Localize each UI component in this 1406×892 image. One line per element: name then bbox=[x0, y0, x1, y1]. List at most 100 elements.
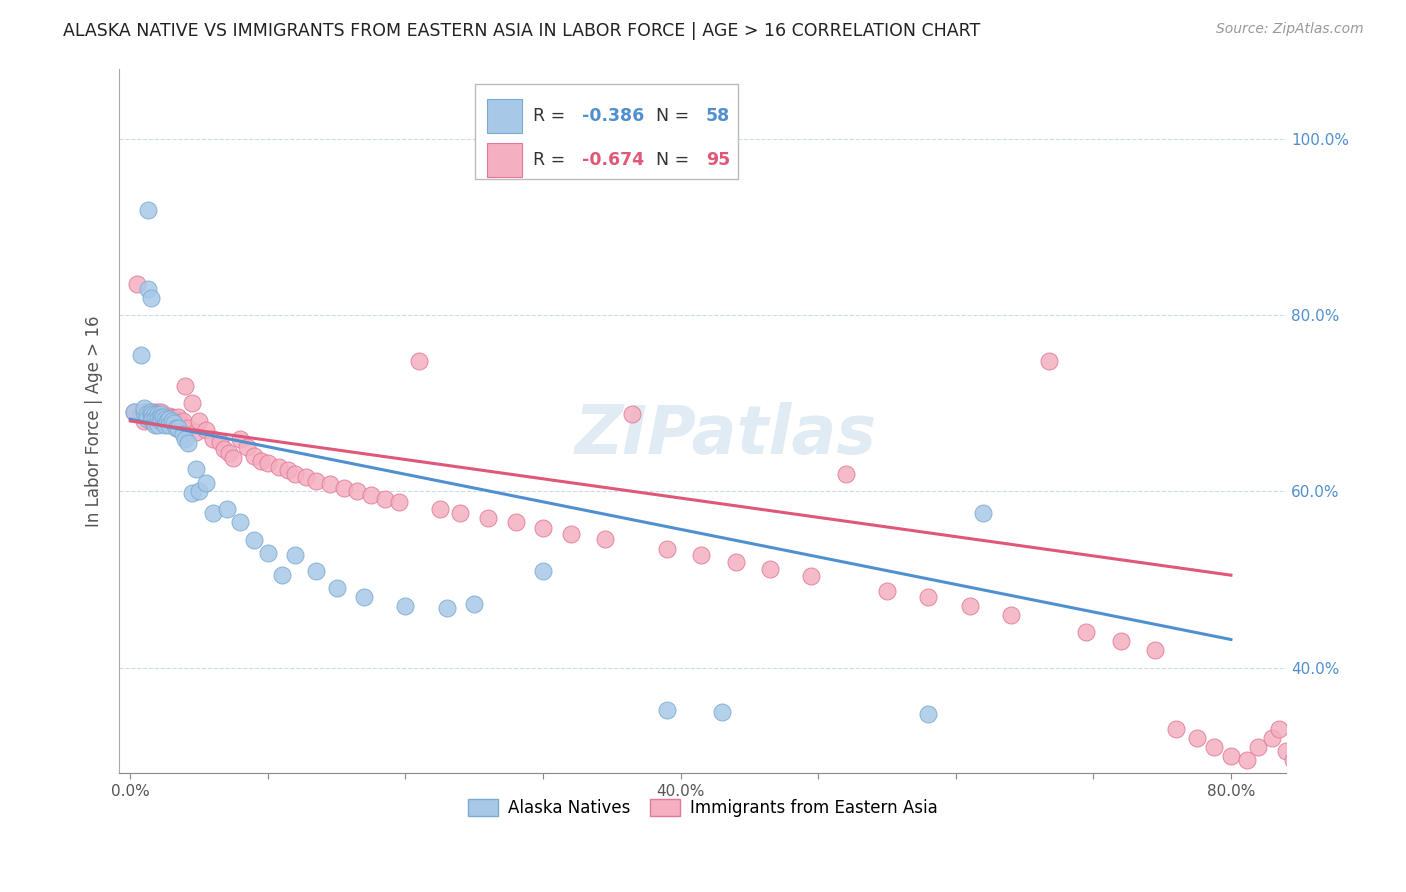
Point bbox=[143, 417, 166, 432]
FancyBboxPatch shape bbox=[486, 99, 522, 133]
Point bbox=[146, 414, 169, 428]
Point bbox=[531, 564, 554, 578]
Point bbox=[394, 599, 416, 613]
Point bbox=[188, 414, 211, 428]
Point bbox=[139, 407, 162, 421]
Point bbox=[141, 407, 163, 421]
Point bbox=[346, 484, 368, 499]
Point bbox=[1038, 354, 1060, 368]
Point bbox=[917, 706, 939, 721]
Point bbox=[135, 405, 157, 419]
Point bbox=[1282, 753, 1305, 767]
Legend: Alaska Natives, Immigrants from Eastern Asia: Alaska Natives, Immigrants from Eastern … bbox=[460, 790, 946, 825]
Point bbox=[149, 405, 172, 419]
Point bbox=[146, 417, 169, 432]
Point bbox=[212, 442, 235, 457]
Point bbox=[174, 378, 197, 392]
Point bbox=[690, 548, 713, 562]
Point bbox=[149, 409, 172, 423]
Point bbox=[194, 423, 217, 437]
Point bbox=[1236, 753, 1258, 767]
Point bbox=[408, 354, 430, 368]
Point bbox=[257, 546, 280, 560]
Point bbox=[156, 414, 179, 428]
Point bbox=[655, 703, 678, 717]
Point bbox=[136, 282, 159, 296]
Point bbox=[129, 407, 152, 421]
Point bbox=[136, 405, 159, 419]
Point bbox=[360, 488, 382, 502]
Point bbox=[172, 427, 194, 442]
Point bbox=[153, 412, 176, 426]
Point bbox=[560, 526, 582, 541]
Point bbox=[149, 407, 172, 421]
Point bbox=[172, 414, 194, 428]
Point bbox=[531, 521, 554, 535]
Point bbox=[1261, 731, 1284, 746]
Point bbox=[139, 405, 162, 419]
Text: N =: N = bbox=[657, 151, 695, 169]
Point bbox=[167, 409, 190, 424]
Point bbox=[153, 410, 176, 425]
Point bbox=[218, 446, 240, 460]
Point bbox=[1076, 625, 1098, 640]
Point bbox=[132, 409, 155, 423]
Text: Source: ZipAtlas.com: Source: ZipAtlas.com bbox=[1216, 22, 1364, 37]
Point bbox=[267, 459, 290, 474]
Point bbox=[139, 414, 162, 428]
Point bbox=[139, 412, 162, 426]
Point bbox=[1144, 643, 1167, 657]
Point bbox=[152, 409, 174, 424]
Point bbox=[1247, 739, 1270, 754]
Point bbox=[188, 484, 211, 499]
Point bbox=[160, 414, 183, 428]
Point bbox=[132, 405, 155, 419]
Point bbox=[165, 421, 187, 435]
Point bbox=[167, 421, 190, 435]
Text: R =: R = bbox=[533, 107, 571, 125]
Point bbox=[132, 401, 155, 415]
Point bbox=[972, 507, 994, 521]
Point bbox=[229, 516, 252, 530]
Point bbox=[800, 569, 823, 583]
Point bbox=[959, 599, 981, 613]
Point bbox=[146, 412, 169, 426]
Point bbox=[1164, 723, 1187, 737]
Point bbox=[157, 412, 180, 426]
Point bbox=[165, 415, 187, 429]
Text: N =: N = bbox=[657, 107, 695, 125]
Point bbox=[177, 421, 200, 435]
Point bbox=[284, 467, 307, 481]
Point bbox=[157, 409, 180, 423]
Point bbox=[146, 405, 169, 419]
Point bbox=[593, 532, 616, 546]
Point bbox=[141, 412, 163, 426]
Point bbox=[146, 407, 169, 421]
Point bbox=[325, 582, 347, 596]
Point bbox=[257, 456, 280, 470]
Point bbox=[160, 409, 183, 424]
Point bbox=[181, 486, 204, 500]
Point bbox=[243, 533, 266, 547]
Point bbox=[163, 411, 186, 425]
Point bbox=[181, 396, 204, 410]
Point bbox=[319, 477, 342, 491]
FancyBboxPatch shape bbox=[486, 144, 522, 178]
Point bbox=[167, 416, 190, 430]
Point bbox=[353, 591, 375, 605]
Point bbox=[387, 495, 409, 509]
Point bbox=[139, 405, 162, 419]
Point bbox=[374, 491, 396, 506]
Point bbox=[143, 410, 166, 425]
Point bbox=[1219, 748, 1241, 763]
Point bbox=[436, 600, 458, 615]
Point bbox=[143, 407, 166, 421]
Point bbox=[450, 506, 472, 520]
Point bbox=[284, 548, 307, 562]
Point bbox=[146, 409, 169, 424]
Point bbox=[174, 432, 197, 446]
Point bbox=[332, 481, 354, 495]
Text: 95: 95 bbox=[706, 151, 730, 169]
Point bbox=[136, 202, 159, 217]
Point bbox=[152, 409, 174, 423]
